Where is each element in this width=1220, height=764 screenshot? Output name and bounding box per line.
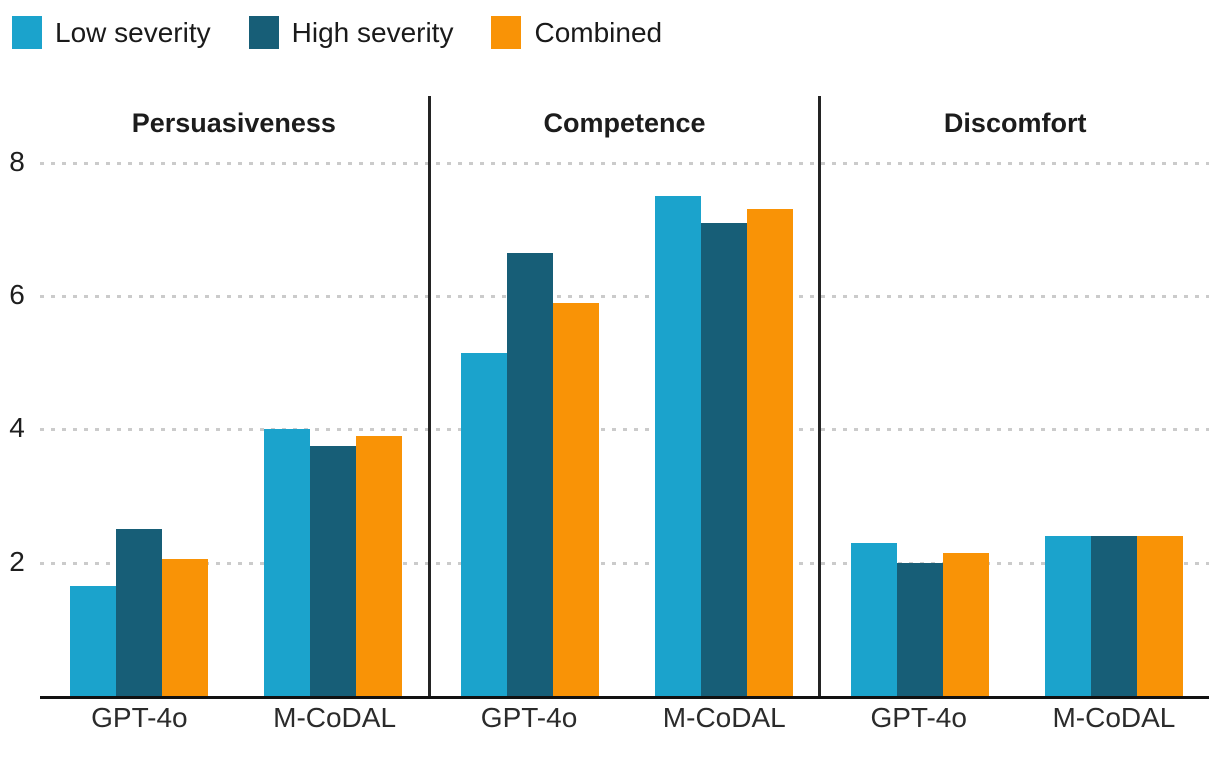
legend-label: High severity xyxy=(291,17,454,48)
y-tick-label: 6 xyxy=(9,279,25,310)
legend-item-combined: Combined xyxy=(491,16,662,49)
x-category-label: GPT-4o xyxy=(480,702,578,733)
bar-group-m-codal xyxy=(264,429,403,696)
bar-group-m-codal xyxy=(654,196,793,696)
x-category-label: M-CoDAL xyxy=(1052,702,1176,733)
bar-low-severity xyxy=(1045,536,1092,696)
bar-group-gpt-4o xyxy=(460,252,599,696)
plot-area: Persuasiveness Competence Discomfort xyxy=(40,96,1209,699)
legend-swatch-high-severity xyxy=(248,16,279,49)
legend-label: Combined xyxy=(534,17,663,48)
bar-combined xyxy=(552,302,599,696)
panel-discomfort: Discomfort xyxy=(818,96,1209,696)
x-label-panel: GPT-4o M-CoDAL xyxy=(430,702,820,742)
legend: Low severity High severity Combined xyxy=(12,16,662,49)
gridline-y-4 xyxy=(40,428,1209,432)
gridline-y-8 xyxy=(40,161,1209,165)
bar-low-severity xyxy=(264,429,311,696)
panel-title: Persuasiveness xyxy=(131,108,336,138)
bar-group-m-codal xyxy=(1045,536,1184,696)
bar-low-severity xyxy=(654,196,701,696)
bar-high-severity xyxy=(700,222,747,696)
legend-item-high-severity: High severity xyxy=(248,16,454,49)
legend-item-low-severity: Low severity xyxy=(12,16,211,49)
legend-swatch-combined xyxy=(491,16,522,49)
bar-combined xyxy=(161,559,208,696)
bar-high-severity xyxy=(506,252,553,696)
x-label-panel: GPT-4o M-CoDAL xyxy=(40,702,430,742)
bar-high-severity xyxy=(115,529,162,696)
bar-high-severity xyxy=(310,446,357,696)
y-tick-label: 2 xyxy=(9,545,25,577)
bar-combined xyxy=(746,209,793,696)
panels-container: Persuasiveness Competence Discomfort xyxy=(40,96,1209,696)
legend-swatch-low-severity xyxy=(12,16,42,49)
bar-low-severity xyxy=(851,542,898,696)
x-axis-labels: GPT-4o M-CoDAL GPT-4o M-CoDAL GPT-4o M-CoDAL xyxy=(40,702,1209,742)
bar-chart: Persuasiveness Competence Discomfort GPT-4… xyxy=(0,96,1209,733)
bar-low-severity xyxy=(460,352,507,696)
bar-combined xyxy=(1137,536,1184,696)
x-category-label: GPT-4o xyxy=(870,702,967,733)
legend-label: Low severity xyxy=(55,17,211,48)
bar-group-gpt-4o xyxy=(69,529,208,696)
bar-combined xyxy=(943,552,990,696)
x-category-label: M-CoDAL xyxy=(273,702,397,733)
x-category-label: M-CoDAL xyxy=(662,702,786,733)
bar-combined xyxy=(356,436,403,696)
bar-high-severity xyxy=(1091,536,1138,696)
bar-low-severity xyxy=(69,586,116,696)
y-tick-label: 4 xyxy=(9,412,25,444)
gridline-y-2 xyxy=(40,561,1209,565)
y-tick-label: 8 xyxy=(9,145,25,177)
bar-group-gpt-4o xyxy=(851,542,990,696)
panel-competence: Competence xyxy=(427,96,819,696)
x-label-panel: GPT-4o M-CoDAL xyxy=(819,702,1209,742)
gridline-y-6 xyxy=(40,295,1209,298)
x-category-label: GPT-4o xyxy=(91,702,188,733)
panel-title: Discomfort xyxy=(943,108,1087,138)
panel-persuasiveness: Persuasiveness xyxy=(40,96,428,696)
bar-high-severity xyxy=(897,562,944,696)
panel-title: Competence xyxy=(543,108,706,138)
